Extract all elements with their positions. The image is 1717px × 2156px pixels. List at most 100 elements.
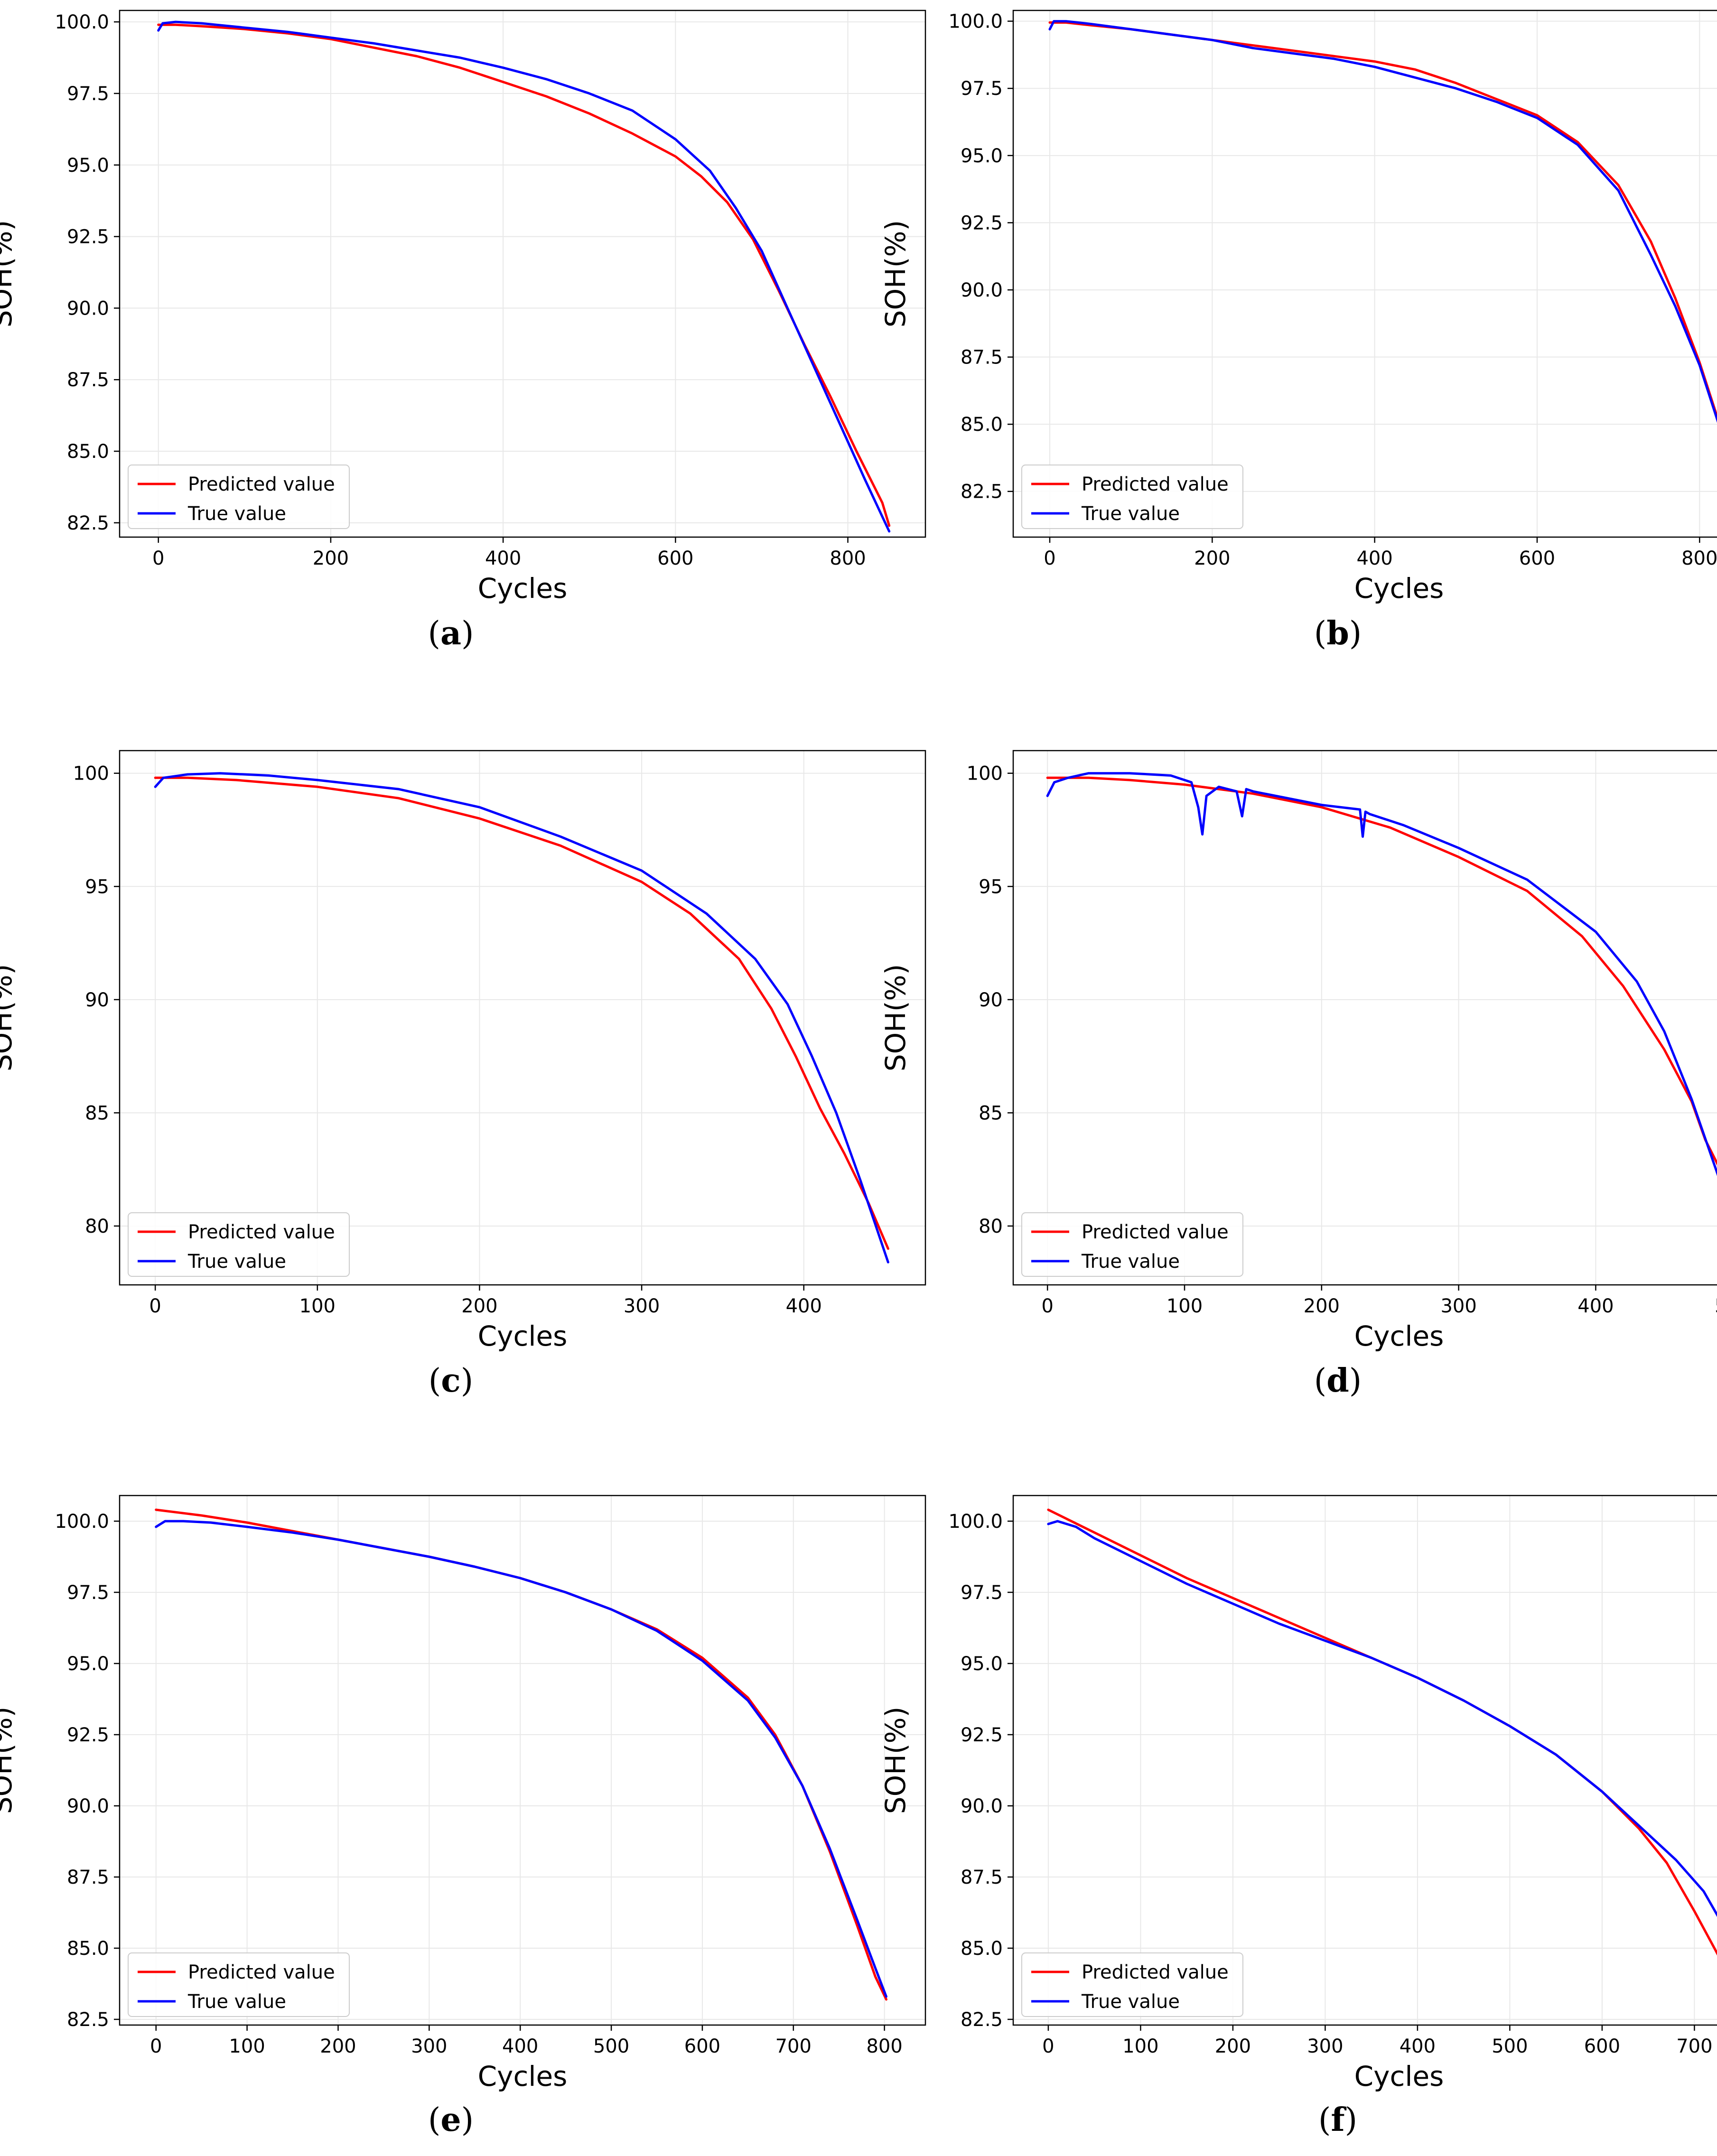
y-tick-label: 90.0: [67, 297, 109, 319]
y-tick-label: 80: [979, 1216, 1003, 1237]
x-tick-label: 100: [299, 1295, 336, 1317]
y-tick-label: 82.5: [961, 481, 1003, 503]
x-tick-label: 700: [1676, 2035, 1712, 2057]
x-tick-label: 0: [149, 1295, 161, 1317]
x-tick-label: 0: [150, 2035, 162, 2057]
y-axis-label: SOH(%): [879, 964, 912, 1071]
x-axis-label: Cycles: [1354, 1320, 1444, 1352]
caption-letter-d: d: [1326, 1362, 1349, 1400]
x-tick-label: 600: [684, 2035, 720, 2057]
caption-letter-e: e: [440, 2101, 461, 2139]
y-tick-label: 85: [85, 1102, 109, 1124]
axes-frame: [1012, 1495, 1717, 2026]
y-tick-label: 100: [967, 763, 1003, 785]
caption-b: (b): [1314, 614, 1362, 652]
y-tick-label: 87.5: [961, 1867, 1003, 1888]
x-tick-label: 400: [1577, 1295, 1614, 1317]
x-tick-label: 300: [1440, 1295, 1476, 1317]
y-tick-label: 97.5: [961, 78, 1003, 100]
caption-f: (f): [1318, 2101, 1358, 2139]
x-tick-label: 600: [657, 548, 693, 569]
chart-panel-a: 0 200 400 600 800 82.5 85.0 87.5 90.0 92.5 95.0 97.…: [0, 0, 926, 660]
y-tick-label: 87.5: [961, 347, 1003, 369]
plot-area: [120, 751, 925, 1285]
plot-area: [1013, 10, 1717, 537]
y-tick-label: 95.0: [961, 145, 1003, 167]
legend-label-true: True value: [187, 1991, 286, 2013]
y-tick-label: 90.0: [67, 1795, 109, 1817]
series-line-true: [154, 772, 889, 1264]
legend-box: [1021, 1952, 1243, 2017]
x-tick-label: 100: [1166, 1295, 1203, 1317]
x-tick-label: 400: [502, 2035, 538, 2057]
plot-area: [1013, 1496, 1717, 2025]
axes-frame: [1012, 750, 1717, 1286]
x-tick-label: 300: [411, 2035, 447, 2057]
x-tick-label: 400: [485, 548, 521, 569]
legend-label-predicted: Predicted value: [1082, 1221, 1229, 1243]
x-tick-label: 500: [1715, 1295, 1717, 1317]
y-tick-label: 100.0: [55, 11, 109, 33]
y-axis-label: SOH(%): [879, 220, 912, 327]
y-tick-label: 100.0: [948, 1511, 1003, 1533]
y-tick-label: 92.5: [67, 1724, 109, 1746]
chart-b: 0 200 400 600 800 82.5 85.0 87.5 90.0 92.5 95.0 97.…: [879, 9, 1717, 604]
x-tick-label: 200: [461, 1295, 497, 1317]
y-tick-label: 90.0: [961, 1795, 1003, 1817]
y-tick-label: 97.5: [961, 1582, 1003, 1604]
y-tick-label: 90: [979, 989, 1003, 1011]
series-line-true: [1046, 772, 1717, 1176]
axes-frame: [119, 750, 926, 1286]
x-tick-label: 800: [1681, 548, 1717, 569]
legend-box: [1021, 465, 1243, 529]
legend-label-predicted: Predicted value: [1082, 1961, 1229, 1983]
chart-d: 0 100 200 300 400 500 80 85 90 95 100 Cycles SOH(%) P…: [879, 750, 1717, 1352]
series-line-predicted: [157, 23, 891, 527]
chart-c: 0 100 200 300 400 80 85 90 95 100 Cycles SOH(%) Pred…: [0, 750, 926, 1352]
legend-label-predicted: Predicted value: [188, 1961, 335, 1983]
y-tick-label: 100.0: [948, 11, 1003, 33]
caption-letter-a: a: [440, 614, 462, 652]
x-axis-label: Cycles: [478, 572, 568, 604]
x-tick-label: 200: [313, 548, 349, 569]
series-line-predicted: [154, 776, 889, 1250]
y-tick-label: 85.0: [67, 441, 109, 463]
caption-c: (c): [428, 1362, 474, 1400]
x-tick-label: 0: [1044, 548, 1055, 569]
y-tick-label: 85.0: [961, 414, 1003, 436]
x-tick-label: 400: [786, 1295, 822, 1317]
y-tick-label: 95: [85, 876, 109, 898]
legend-box: [128, 465, 350, 529]
series-line-predicted: [1046, 776, 1717, 1166]
series-line-true: [155, 1520, 887, 1998]
y-tick-label: 90: [85, 989, 109, 1011]
series-line-true: [1048, 20, 1717, 423]
x-tick-label: 200: [1215, 2035, 1251, 2057]
legend-box: [128, 1212, 350, 1277]
plot-area: [120, 1496, 925, 2025]
x-tick-label: 700: [775, 2035, 812, 2057]
x-tick-label: 0: [1041, 1295, 1053, 1317]
y-axis-label: SOH(%): [879, 1707, 912, 1814]
x-axis-label: Cycles: [478, 2060, 568, 2092]
y-tick-label: 90.0: [961, 279, 1003, 301]
y-tick-label: 87.5: [67, 1867, 109, 1888]
legend-label-true: True value: [187, 503, 286, 525]
caption-letter-c: c: [441, 1362, 461, 1400]
chart-a: 0 200 400 600 800 82.5 85.0 87.5 90.0 92.5 95.0 97.…: [0, 9, 926, 604]
y-tick-label: 80: [85, 1216, 109, 1237]
x-tick-label: 200: [1304, 1295, 1340, 1317]
chart-panel-d: 0 100 200 300 400 500 80 85 90 95 100 Cycles SOH(%) P…: [858, 740, 1717, 1414]
x-tick-label: 800: [866, 2035, 902, 2057]
legend-label-true: True value: [1081, 503, 1180, 525]
y-tick-label: 85.0: [961, 1938, 1003, 1960]
legend-label-true: True value: [1081, 1251, 1180, 1273]
legend-label-predicted: Predicted value: [188, 1221, 335, 1243]
y-tick-label: 85: [979, 1102, 1003, 1124]
x-tick-label: 100: [229, 2035, 265, 2057]
x-tick-label: 0: [152, 548, 164, 569]
x-axis-label: Cycles: [1354, 2060, 1444, 2092]
caption-d: (d): [1314, 1362, 1362, 1400]
y-tick-label: 100: [73, 763, 109, 785]
